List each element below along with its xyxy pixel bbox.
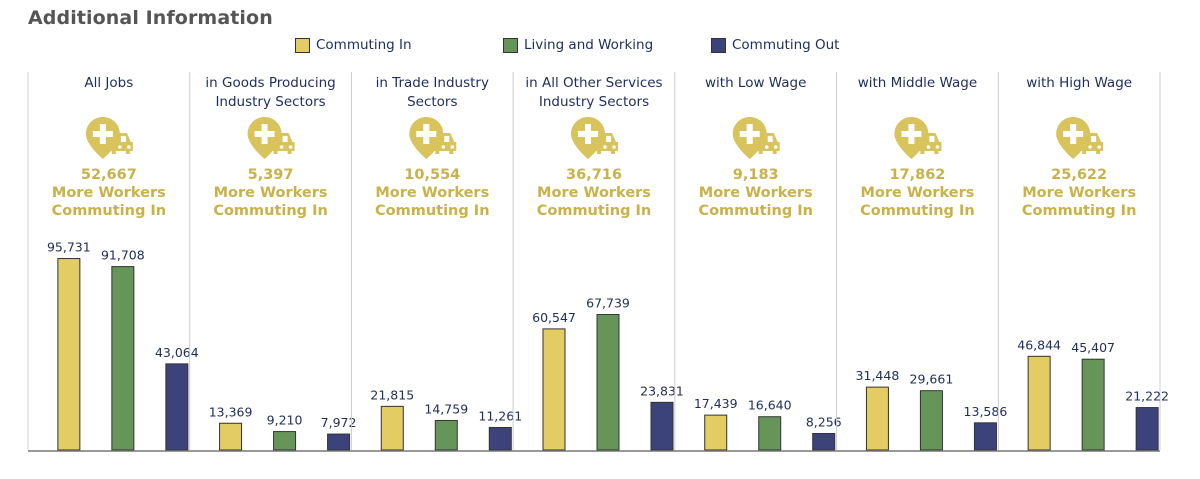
bar-living-and-working[interactable] <box>596 314 620 451</box>
panel-label: Industry Sectors <box>539 94 649 110</box>
bar-commuting-out[interactable] <box>1135 407 1159 451</box>
diff-value: 17,862 <box>889 167 945 183</box>
panel-label: Sectors <box>407 94 457 110</box>
page-title: Additional Information <box>28 7 273 29</box>
chart-legend: Commuting In Living and Working Commutin… <box>0 37 1200 57</box>
bar-value-label: 13,369 <box>209 404 253 419</box>
bar-value-label: 46,844 <box>1017 337 1061 352</box>
bar-value-label: 14,759 <box>424 401 468 416</box>
diff-value: 25,622 <box>1051 167 1107 183</box>
bar-value-label: 60,547 <box>532 310 576 325</box>
bar-value-label: 43,064 <box>155 345 199 360</box>
panel-label: with High Wage <box>1026 75 1132 91</box>
diff-caption: More Workers <box>537 185 651 201</box>
bar-commuting-in[interactable] <box>542 328 566 451</box>
bar-value-label: 17,439 <box>694 396 738 411</box>
diff-caption: Commuting In <box>537 203 652 219</box>
bar-value-label: 45,407 <box>1071 340 1115 355</box>
bar-commuting-out[interactable] <box>973 422 997 451</box>
bar-value-label: 21,222 <box>1125 389 1169 404</box>
diff-value: 5,397 <box>248 167 294 183</box>
bar-living-and-working[interactable] <box>434 419 458 451</box>
panel-1: in Goods Producing Industry Sectors 5,397 M… <box>189 72 357 451</box>
panel-6: with High Wage 25,622 More Workers Commutin… <box>997 72 1169 451</box>
bar-living-and-working[interactable] <box>111 266 135 451</box>
bar-commuting-in[interactable] <box>865 386 889 451</box>
car-location-plus-icon <box>571 117 618 159</box>
bar-commuting-in[interactable] <box>704 414 728 451</box>
panel-4: with Low Wage 9,183 More Workers Commuting … <box>674 72 842 451</box>
bar-value-label: 67,739 <box>586 296 630 311</box>
bar-commuting-in[interactable] <box>1027 355 1051 451</box>
bar-commuting-out[interactable] <box>650 401 674 451</box>
panel-3: in All Other Services Industry Sectors 36,… <box>512 72 684 451</box>
bar-commuting-out[interactable] <box>812 432 836 451</box>
diff-caption: More Workers <box>699 185 813 201</box>
diff-caption: Commuting In <box>213 203 328 219</box>
panel-label: in Trade Industry <box>376 75 489 91</box>
diff-value: 36,716 <box>566 167 622 183</box>
bar-value-label: 31,448 <box>856 368 900 383</box>
legend-item-commuting-out[interactable]: Commuting Out <box>711 37 839 53</box>
bar-commuting-out[interactable] <box>488 426 512 451</box>
car-location-plus-icon <box>409 117 457 159</box>
bar-commuting-out[interactable] <box>327 433 351 451</box>
bar-value-label: 11,261 <box>478 408 522 423</box>
panel-0: All Jobs 52,667 More Workers Commuting In 95… <box>27 72 199 451</box>
bar-living-and-working[interactable] <box>273 431 297 451</box>
legend-label-commuting-out: Commuting Out <box>732 37 840 53</box>
diff-caption: Commuting In <box>375 203 490 219</box>
bar-value-label: 23,831 <box>640 383 684 398</box>
diff-caption: More Workers <box>52 185 166 201</box>
legend-label-living-and-working: Living and Working <box>524 37 654 53</box>
panel-5: with Middle Wage 17,862 More Workers Commut… <box>836 72 1008 451</box>
bar-value-label: 91,708 <box>101 248 145 263</box>
bar-living-and-working[interactable] <box>919 390 943 451</box>
panel-label: with Middle Wage <box>858 75 977 91</box>
diff-caption: More Workers <box>375 185 489 201</box>
bar-commuting-in[interactable] <box>219 422 243 451</box>
bar-living-and-working[interactable] <box>1081 358 1105 451</box>
bar-value-label: 21,815 <box>370 387 414 402</box>
diff-caption: More Workers <box>860 185 974 201</box>
legend-item-living-and-working[interactable]: Living and Working <box>503 37 653 53</box>
diff-caption: More Workers <box>1022 185 1136 201</box>
car-location-plus-icon <box>247 117 295 159</box>
panel-label: in All Other Services <box>525 75 662 91</box>
panel-label: in Goods Producing <box>205 75 335 91</box>
car-location-plus-icon <box>85 117 133 159</box>
diff-caption: Commuting In <box>1022 203 1137 219</box>
panel-label: All Jobs <box>84 75 133 91</box>
diff-value: 9,183 <box>733 167 779 183</box>
diff-caption: More Workers <box>214 185 328 201</box>
diff-caption: Commuting In <box>52 203 167 219</box>
legend-swatch-commuting-in <box>295 37 310 53</box>
diff-value: 52,667 <box>81 167 137 183</box>
diff-caption: Commuting In <box>698 203 813 219</box>
panel-2: in Trade Industry Sectors 10,554 More Worke… <box>350 72 522 451</box>
car-location-plus-icon <box>732 117 780 159</box>
bar-commuting-out[interactable] <box>165 363 189 451</box>
legend-swatch-commuting-out <box>711 37 726 53</box>
panel-label: with Low Wage <box>705 75 806 91</box>
bar-value-label: 95,731 <box>47 240 91 255</box>
legend-item-commuting-in[interactable]: Commuting In <box>295 37 412 53</box>
bar-commuting-in[interactable] <box>380 405 404 451</box>
car-location-plus-icon <box>1056 117 1104 159</box>
legend-label-commuting-in: Commuting In <box>316 37 412 53</box>
bar-value-label: 16,640 <box>748 398 792 413</box>
bar-value-label: 9,210 <box>267 413 303 428</box>
car-location-plus-icon <box>894 117 942 159</box>
diff-value: 10,554 <box>404 167 460 183</box>
panel-label: Industry Sectors <box>215 94 325 110</box>
bar-commuting-in[interactable] <box>57 258 81 451</box>
bar-value-label: 8,256 <box>806 414 842 429</box>
bar-value-label: 13,586 <box>964 404 1008 419</box>
bar-value-label: 7,972 <box>321 415 357 430</box>
legend-swatch-living-and-working <box>503 37 518 53</box>
bar-value-label: 29,661 <box>910 372 954 387</box>
diff-caption: Commuting In <box>860 203 975 219</box>
bar-living-and-working[interactable] <box>758 416 782 451</box>
